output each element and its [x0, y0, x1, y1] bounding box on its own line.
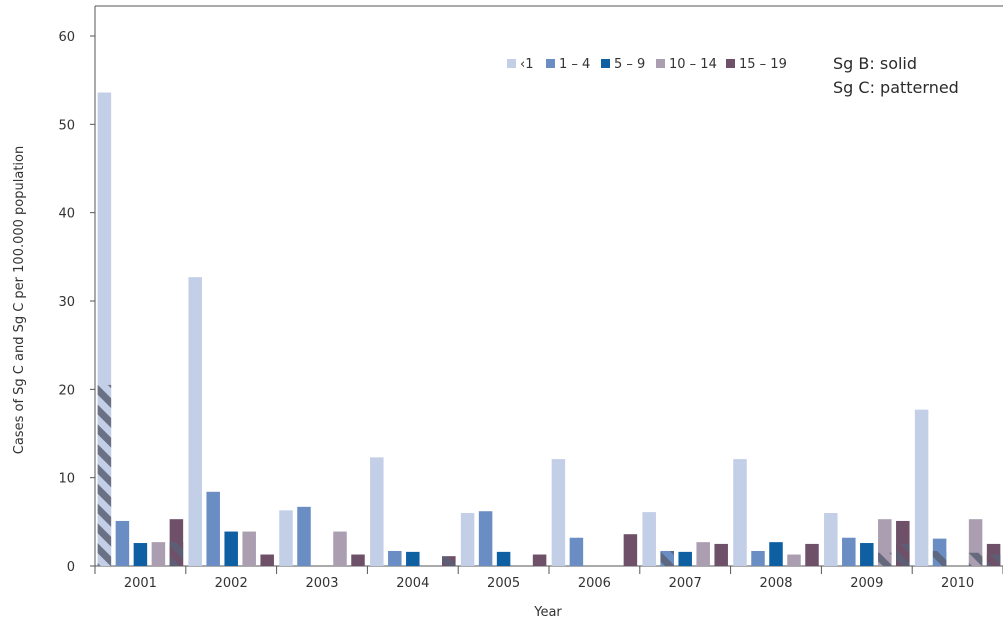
bar-2007-0	[642, 512, 656, 566]
legend-label: 5 – 9	[614, 57, 645, 72]
y-axis-title: Cases of Sg C and Sg C per 100.000 popul…	[12, 146, 27, 454]
bar-2004-0	[370, 457, 384, 566]
legend-label: 1 – 4	[559, 57, 590, 72]
bar-2008-1	[751, 550, 765, 566]
bar-2003-0	[279, 510, 293, 566]
x-tick-label: 2001	[124, 576, 157, 591]
bar-sg-c-2007-1	[660, 550, 674, 566]
legend-label: ‹1	[520, 57, 533, 72]
legend-label: 15 – 19	[739, 57, 787, 72]
bar-2002-3	[242, 531, 256, 566]
bar-2002-0	[188, 277, 202, 566]
bar-2004-1	[388, 550, 402, 566]
legend-swatch	[601, 59, 610, 68]
bar-sg-c-2010-1	[932, 550, 947, 566]
bar-2001-2	[133, 543, 148, 566]
bar-2010-0	[914, 409, 929, 566]
bar-2002-2	[224, 531, 238, 566]
y-tick-label: 0	[67, 560, 75, 575]
bar-sg-c-2009-3	[878, 552, 892, 566]
y-tick-label: 60	[58, 30, 75, 45]
bar-2003-3	[333, 531, 347, 566]
bar-2008-3	[787, 554, 801, 566]
x-tick-label: 2010	[941, 576, 974, 591]
bar-sg-c-2001-4	[169, 542, 184, 566]
legend-label: 10 – 14	[669, 57, 717, 72]
x-tick-label: 2007	[669, 576, 702, 591]
axes: 0 10 20 30 40 50 60 2001 2002 2003 2004 2005 2006 200…	[58, 5, 1003, 591]
bar-2008-2	[769, 542, 783, 566]
legend-swatch	[656, 59, 665, 68]
legend: ‹1 1 – 4 5 – 9 10 – 14 15 – 19	[507, 57, 787, 72]
bar-2008-4	[805, 543, 819, 566]
bar-sg-c-2001-0	[97, 384, 112, 566]
y-tick-label: 50	[58, 118, 75, 133]
legend-swatch	[507, 59, 516, 68]
bar-2008-0	[733, 459, 747, 566]
bar-2005-1	[478, 511, 493, 566]
bar-2003-4	[351, 554, 365, 566]
bar-2004-2	[406, 551, 420, 566]
bar-2009-1	[842, 537, 856, 566]
x-tick-label: 2002	[215, 576, 248, 591]
y-tick-label: 30	[58, 295, 75, 310]
x-tick-label: 2003	[305, 576, 338, 591]
bar-2003-1	[297, 506, 311, 566]
y-tick-label: 40	[58, 207, 75, 222]
x-tick-label: 2008	[759, 576, 792, 591]
bar-2005-2	[496, 551, 511, 566]
bar-2006-1	[569, 537, 584, 566]
legend-swatch	[726, 59, 735, 68]
bar-2002-4	[260, 554, 274, 566]
bar-2009-2	[860, 543, 874, 566]
bar-2001-3	[151, 542, 166, 566]
x-axis-title: Year	[533, 605, 562, 620]
bar-2006-0	[551, 459, 566, 566]
y-tick-label: 20	[58, 383, 75, 398]
legend-swatch	[546, 59, 555, 68]
annotation-sg-b: Sg B: solid	[833, 54, 917, 73]
bar-sg-c-2010-4	[986, 554, 1001, 566]
x-tick-label: 2009	[850, 576, 883, 591]
x-tick-label: 2005	[487, 576, 520, 591]
bar-2001-1	[115, 520, 130, 566]
bars	[97, 92, 1001, 567]
x-tick-label: 2004	[396, 576, 429, 591]
annotation-sg-c: Sg C: patterned	[833, 78, 959, 97]
bar-2007-3	[696, 542, 710, 566]
bar-sg-c-2010-3	[968, 552, 983, 566]
bar-2007-2	[678, 551, 692, 566]
x-tick-label: 2006	[578, 576, 611, 591]
bar-2007-4	[714, 543, 728, 566]
bar-sg-c-2009-4	[896, 543, 910, 566]
bar-2009-0	[824, 513, 838, 566]
bar-2006-4	[623, 534, 638, 566]
bar-2005-0	[460, 513, 475, 566]
y-tick-label: 10	[58, 472, 75, 487]
bar-2005-4	[532, 554, 547, 566]
bar-sg-c-2004-4	[442, 556, 456, 566]
bar-2002-1	[206, 491, 220, 566]
